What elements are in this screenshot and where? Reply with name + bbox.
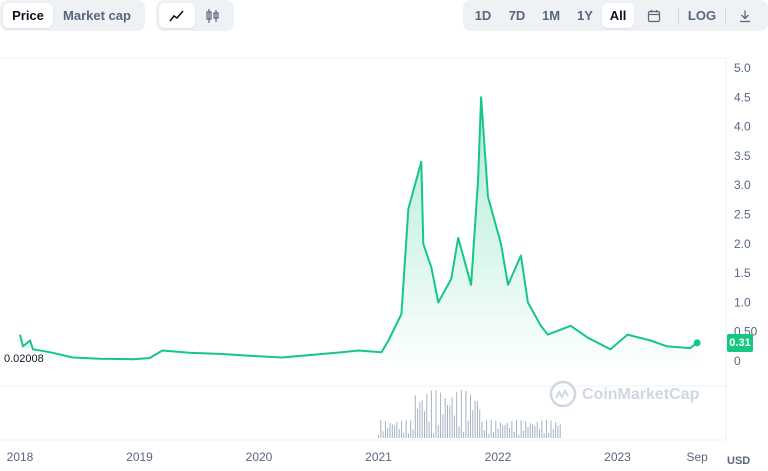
x-tick-label: 2022 bbox=[485, 450, 512, 464]
y-tick-label: 3.0 bbox=[734, 178, 751, 192]
y-tick-label: 5.0 bbox=[734, 61, 751, 75]
tab-range-1y[interactable]: 1Y bbox=[577, 8, 593, 23]
line-chart-icon[interactable] bbox=[159, 3, 195, 28]
tab-range-7d[interactable]: 7D bbox=[508, 8, 526, 23]
min-price-label: 0.02008 bbox=[4, 353, 44, 365]
current-price-badge: 0.31 bbox=[727, 334, 753, 352]
range-tab-group: 1D 7D 1M 1Y All LOG bbox=[463, 0, 768, 31]
y-tick-label: 4.0 bbox=[734, 120, 751, 134]
tab-market-cap[interactable]: Market cap bbox=[63, 8, 131, 23]
chart-type-group bbox=[156, 0, 234, 31]
x-tick-label: 2019 bbox=[126, 450, 153, 464]
price-area-fill bbox=[20, 97, 698, 362]
tab-range-all[interactable]: All bbox=[602, 3, 634, 28]
tab-range-1m[interactable]: 1M bbox=[541, 8, 561, 23]
candlestick-icon[interactable] bbox=[195, 3, 231, 28]
coinmarketcap-watermark: CoinMarketCap bbox=[549, 380, 700, 408]
x-tick-label: 2020 bbox=[246, 450, 273, 464]
toolbar-divider bbox=[678, 7, 679, 24]
y-tick-label: 1.5 bbox=[734, 266, 751, 280]
download-icon[interactable] bbox=[730, 3, 760, 28]
x-tick-label: 2023 bbox=[604, 450, 631, 464]
log-scale-toggle[interactable]: LOG bbox=[687, 8, 717, 23]
current-price-dot bbox=[693, 339, 701, 347]
watermark-text: CoinMarketCap bbox=[582, 386, 700, 403]
y-tick-label: 0 bbox=[734, 354, 741, 368]
tab-price[interactable]: Price bbox=[3, 3, 53, 28]
x-tick-label: Sep bbox=[686, 450, 708, 464]
y-tick-label: 3.5 bbox=[734, 149, 751, 163]
x-tick-label: 2018 bbox=[7, 450, 34, 464]
currency-label: USD bbox=[727, 455, 751, 467]
y-tick-label: 4.5 bbox=[734, 90, 751, 104]
y-tick-label: 1.0 bbox=[734, 295, 751, 309]
y-tick-label: 2.5 bbox=[734, 208, 751, 222]
price-line[interactable] bbox=[19, 96, 698, 361]
y-tick-label: 2.0 bbox=[734, 237, 751, 251]
toolbar-divider bbox=[725, 7, 726, 24]
x-tick-label: 2021 bbox=[365, 450, 392, 464]
metric-tab-group: Price Market cap bbox=[0, 0, 145, 31]
calendar-icon[interactable] bbox=[634, 3, 674, 28]
tab-range-1d[interactable]: 1D bbox=[474, 8, 492, 23]
